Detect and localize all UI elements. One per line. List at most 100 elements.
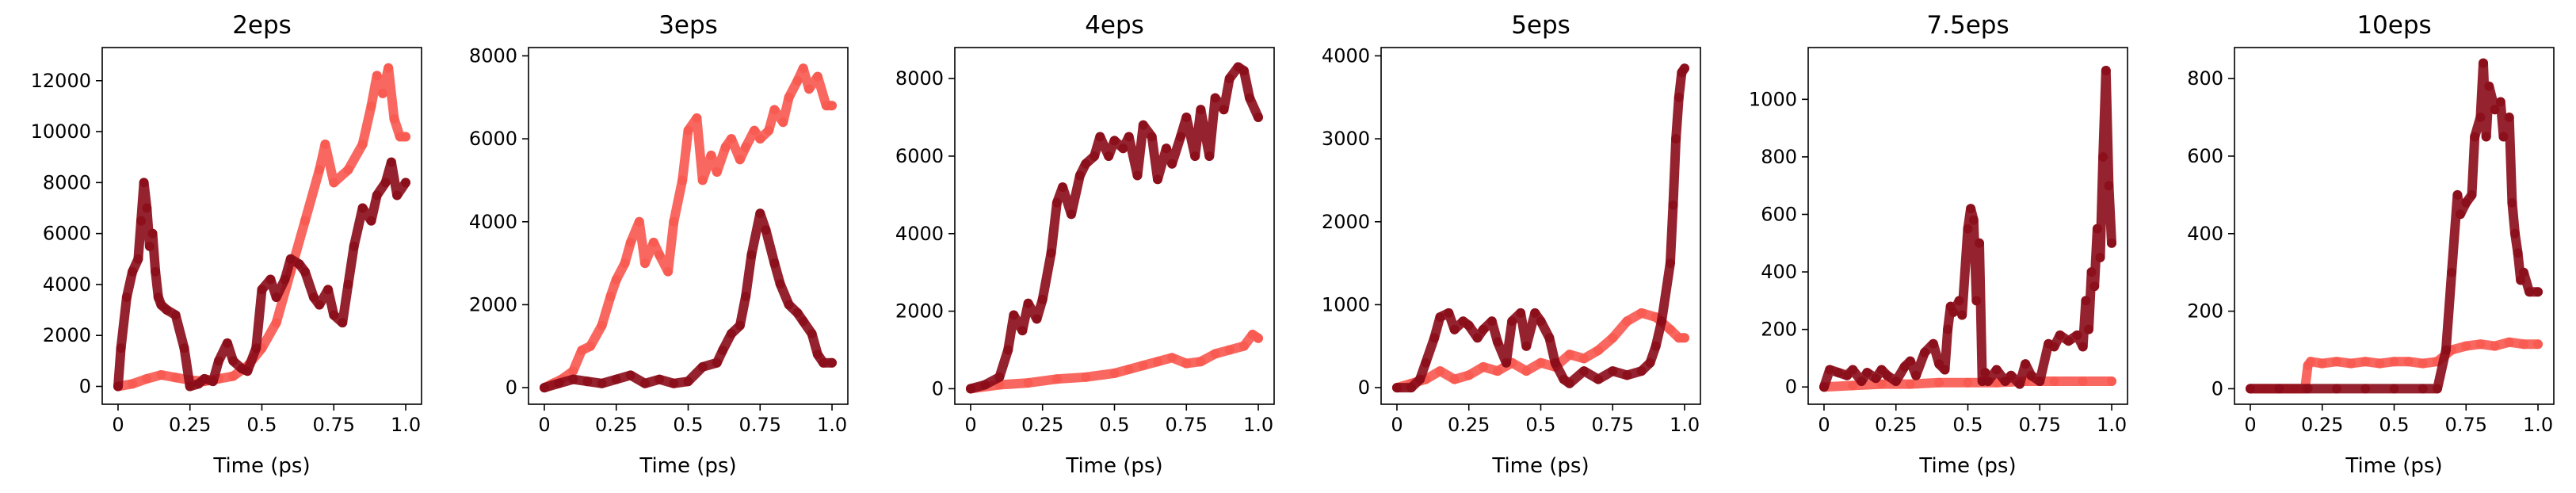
series-2-point <box>1920 347 1929 357</box>
series-2-point <box>300 266 310 277</box>
series-2-point <box>179 343 189 354</box>
series-2-point <box>2026 370 2036 380</box>
data-layer <box>113 63 410 392</box>
series-2-point <box>1943 324 1953 334</box>
series-2-point <box>251 343 261 354</box>
series-1-point <box>1665 324 1675 334</box>
series-1-point <box>1536 357 1546 368</box>
series-2-point <box>2303 384 2313 394</box>
series-2-point <box>1058 182 1068 193</box>
series-2-point <box>1095 132 1105 142</box>
chart-title: 3eps <box>658 11 718 40</box>
series-1-point <box>384 63 394 73</box>
series-2-point <box>1153 174 1162 185</box>
y-tick-label: 6000 <box>469 128 517 150</box>
series-2-point <box>128 266 138 277</box>
series-2-point <box>1968 215 1979 225</box>
x-tick-label: 1.0 <box>2097 414 2127 436</box>
series-2-point <box>366 216 376 226</box>
series-2-point <box>257 285 267 295</box>
series-2-point <box>1848 365 1858 375</box>
series-1-point <box>2418 358 2428 369</box>
series-2-point <box>994 372 1005 382</box>
series-2-point <box>1544 333 1555 343</box>
x-tick-label: 0 <box>2244 414 2256 436</box>
series-1-point <box>1963 377 1973 388</box>
series-2-point <box>280 274 290 285</box>
subplot-2: 0 0.25 0.5 0.75 1.0 0 2000 4000 6000 8000 3eps Time… <box>469 11 849 478</box>
series-2-line <box>966 62 1263 394</box>
series-2-point <box>2049 342 2059 352</box>
series-2-point <box>271 292 281 302</box>
series-1-point <box>1023 378 1033 388</box>
data-layer <box>540 63 837 393</box>
series-1-point <box>2360 357 2371 367</box>
series-2-point <box>2418 384 2428 394</box>
series-2-point <box>718 346 728 355</box>
series-2-point <box>2524 287 2535 297</box>
series-2-point <box>228 356 239 366</box>
series-2-point <box>741 292 751 301</box>
series-1-point <box>648 237 658 247</box>
series-1-point <box>1109 368 1120 378</box>
series-2-point <box>735 320 745 331</box>
x-tick-label: 0 <box>538 414 550 436</box>
x-tick-label: 0.75 <box>313 414 355 436</box>
series-1-point <box>1521 366 1532 376</box>
series-1-point <box>2389 357 2399 367</box>
series-2-point <box>1147 132 1157 142</box>
series-2-point <box>1009 310 1019 320</box>
series-1-point <box>1934 377 1944 388</box>
series-2-point <box>2484 81 2494 91</box>
series-2-point <box>343 279 353 289</box>
series-2-point <box>1521 341 1532 351</box>
x-tick-label: 0.75 <box>1592 414 1634 436</box>
series-2-point <box>147 228 158 239</box>
series-1-point <box>1622 316 1632 327</box>
series-2-point <box>1118 143 1128 154</box>
series-2-point <box>1975 238 1984 248</box>
series-1-point <box>683 125 693 136</box>
series-2-point <box>2467 189 2477 200</box>
subplot-4: 0 0.25 0.5 0.75 1.0 0 1000 2000 3000 4000 5eps Time… <box>1322 11 1701 478</box>
series-1-point <box>827 101 837 111</box>
series-2-point <box>142 203 152 213</box>
series-2-point <box>2089 281 2100 292</box>
y-tick-label: 800 <box>1761 146 1797 168</box>
series-1-point <box>735 155 745 165</box>
series-2-point <box>2507 197 2517 208</box>
x-tick-label: 0.25 <box>1448 414 1490 436</box>
series-1-point <box>300 216 310 226</box>
series-2-point <box>1037 294 1048 304</box>
series-1-point <box>2461 341 2471 351</box>
series-2-point <box>1104 151 1114 161</box>
series-2-point <box>2452 189 2463 200</box>
series-2-point <box>329 310 339 320</box>
series-2-point <box>2456 209 2465 220</box>
series-2-point <box>2510 228 2520 239</box>
series-2-point <box>1636 366 1647 376</box>
series-1-point <box>1608 333 1618 343</box>
x-tick-label: 0.25 <box>2301 414 2343 436</box>
axes-frame <box>528 47 849 405</box>
x-tick-label: 0.75 <box>1166 414 1208 436</box>
series-2-point <box>1983 376 1993 386</box>
series-2-point <box>1668 200 1678 210</box>
series-2-point <box>1671 134 1681 144</box>
y-tick-label: 2000 <box>895 300 944 323</box>
series-2-point <box>2107 238 2116 248</box>
series-2-point <box>1905 356 1915 366</box>
series-2-point <box>1564 378 1574 388</box>
series-1-point <box>620 258 630 269</box>
series-2-point <box>1017 326 1028 336</box>
y-tick-label: 6000 <box>895 145 944 167</box>
series-2-point <box>812 350 822 360</box>
chart-title: 5eps <box>1511 11 1570 40</box>
y-tick-label: 400 <box>1761 261 1797 283</box>
series-2-point <box>2518 267 2528 277</box>
y-tick-label: 200 <box>2187 300 2223 323</box>
series-1-point <box>271 318 281 328</box>
subplot-1: 0 0.25 0.5 0.75 1.0 0 2000 4000 6000 8000 10000 120… <box>31 11 422 478</box>
series-2-point <box>625 370 635 380</box>
series-2-point <box>554 378 564 388</box>
